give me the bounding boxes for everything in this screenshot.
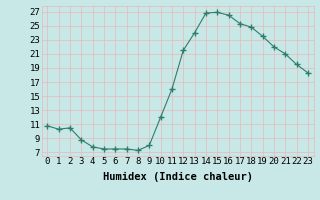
X-axis label: Humidex (Indice chaleur): Humidex (Indice chaleur)	[103, 172, 252, 182]
